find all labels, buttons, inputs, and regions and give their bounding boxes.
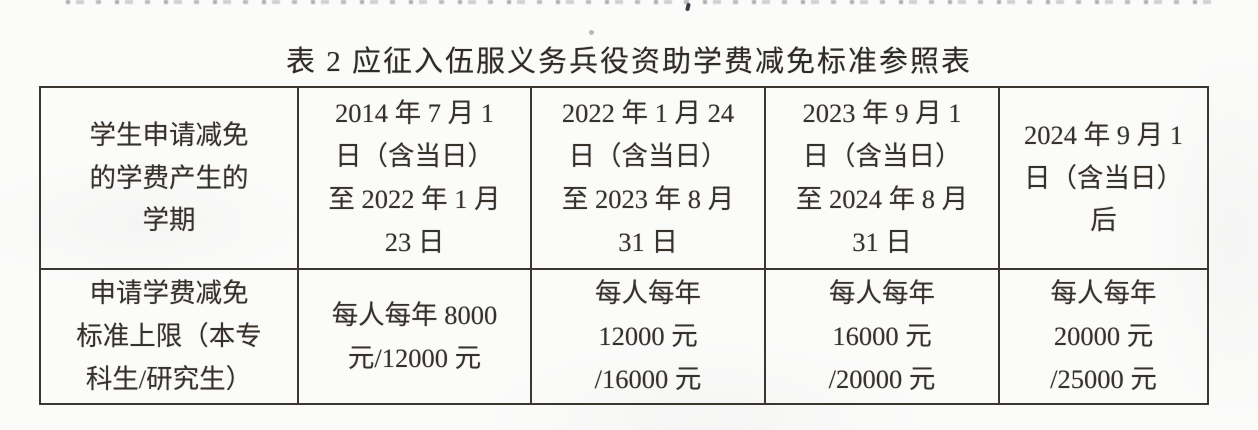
table-caption: 表 2 应征入伍服义务兵役资助学费减免标准参照表	[285, 46, 972, 78]
period-cell-2023-to-2024: 2023 年 9 月 1 日（含当日） 至 2024 年 8 月 31 日	[764, 86, 1000, 270]
period-cell-2024-after: 2024 年 9 月 1 日（含当日） 后	[998, 86, 1209, 270]
semester-period-row: 学生申请减免 的学费产生的 学期 2014 年 7 月 1 日（含当日） 至 2…	[39, 86, 1209, 270]
limit-row-header: 申请学费减免 标准上限（本专 科生/研究生）	[39, 268, 299, 405]
scan-speck	[589, 30, 594, 35]
tuition-waiver-reference-table: 学生申请减免 的学费产生的 学期 2014 年 7 月 1 日（含当日） 至 2…	[39, 86, 1209, 405]
limit-cell-20000-25000: 每人每年 20000 元 /25000 元	[998, 268, 1209, 405]
limit-cell-12000-16000: 每人每年 12000 元 /16000 元	[530, 268, 766, 405]
scan-speck	[685, 2, 691, 12]
waiver-limit-row: 申请学费减免 标准上限（本专 科生/研究生） 每人每年 8000 元/12000…	[39, 268, 1209, 405]
period-cell-2022-to-2023: 2022 年 1 月 24 日（含当日） 至 2023 年 8 月 31 日	[530, 86, 766, 270]
period-cell-2014-to-2022: 2014 年 7 月 1 日（含当日） 至 2022 年 1 月 23 日	[297, 86, 532, 270]
limit-cell-8000-12000: 每人每年 8000 元/12000 元	[297, 268, 532, 405]
cropped-text-remnant	[66, 0, 1216, 4]
limit-cell-16000-20000: 每人每年 16000 元 /20000 元	[764, 268, 1000, 405]
semester-row-header: 学生申请减免 的学费产生的 学期	[39, 86, 299, 270]
